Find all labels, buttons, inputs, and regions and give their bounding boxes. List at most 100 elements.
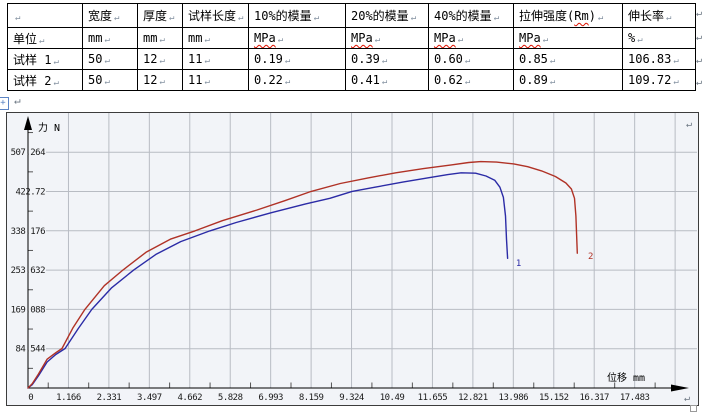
table-cell[interactable]: 12 ↵ [137, 69, 183, 91]
table-cell[interactable]: 0.19 ↵ [248, 48, 346, 70]
force-displacement-chart[interactable]: 1 2 84.544 169.088 253.632 338.176 422.72 507.2… [6, 112, 699, 406]
table-cell[interactable]: 伸长率 ↵ [622, 3, 696, 28]
object-anchor-icon: + [0, 97, 9, 110]
pilcrow-mark: ↵ [53, 56, 59, 67]
table-cell[interactable]: 10%的模量 ↵ [248, 3, 346, 28]
cell-text: MPa [434, 31, 456, 45]
table-cell[interactable]: ↵ [7, 3, 83, 28]
paragraph-mark: ↵ [686, 119, 693, 130]
y-tick-label: 422.72 [15, 187, 45, 197]
pilcrow-mark: ↵ [549, 77, 556, 87]
x-axis-arrow-icon [671, 384, 689, 392]
x-tick-label: 5.828 [218, 393, 243, 403]
table-cell[interactable]: MPa ↵ [248, 27, 346, 49]
cell-text: MPa [351, 31, 373, 45]
table-cell[interactable]: mm ↵ [137, 27, 183, 49]
table-cell[interactable]: 106.83 ↵ [622, 48, 696, 70]
table-cell[interactable]: 0.41 ↵ [345, 69, 429, 91]
cell-text: 0.89 [519, 73, 548, 87]
table-cell[interactable]: mm ↵ [182, 27, 249, 49]
table-cell[interactable]: 0.85 ↵ [513, 48, 623, 70]
pilcrow-mark: ↵ [39, 35, 45, 46]
cell-text: 0.41 [351, 73, 380, 87]
x-tick-label: 16.317 [579, 393, 609, 403]
cell-text: 试样 2 [13, 73, 52, 88]
table-cell[interactable]: 0.60 ↵ [428, 48, 514, 70]
cell-text: 106.83 [628, 52, 672, 66]
table-cell[interactable]: % ↵ [622, 27, 696, 49]
cell-text: 厚度 [143, 9, 168, 23]
table-cell[interactable]: 40%的模量 ↵ [428, 3, 514, 28]
table-cell[interactable]: 0.89 ↵ [513, 69, 623, 91]
table-cell[interactable]: MPa ↵ [513, 27, 623, 49]
cell-text: 0.60 [434, 52, 463, 66]
table-cell[interactable]: 0.22 ↵ [248, 69, 346, 91]
results-table-body: ↵ 宽度 ↵ 厚度 ↵ 试样长度 ↵ 10%的模量 ↵ 20%的模量 ↵ 40%的模量 ↵ 拉伸强度(Rm… [7, 3, 696, 91]
cell-text: 12 [143, 73, 158, 87]
cell-text: 拉伸强度(Rm) [519, 9, 596, 23]
specimen-1-curve [27, 172, 509, 389]
chart-canvas: 1 2 84.544 169.088 253.632 338.176 422.72 507.2… [11, 113, 697, 403]
cell-text: mm [188, 31, 203, 45]
x-tick-label: 9.324 [339, 393, 364, 403]
pilcrow-mark: ↵ [542, 35, 549, 45]
table-cell[interactable]: 单位 ↵ [7, 27, 83, 49]
paragraph-mark: ↵ [696, 55, 702, 66]
cell-text: 50 [88, 52, 103, 66]
table-cell[interactable]: 试样长度 ↵ [182, 3, 249, 28]
table-cell[interactable]: 0.62 ↵ [428, 69, 514, 91]
cell-text: 11 [188, 52, 203, 66]
curve-label-2: 2 [588, 252, 593, 262]
pilcrow-mark: ↵ [549, 56, 556, 66]
table-cell[interactable]: 宽度 ↵ [82, 3, 138, 28]
cell-text: mm [143, 31, 158, 45]
pilcrow-mark: ↵ [381, 56, 388, 66]
pilcrow-mark: ↵ [114, 13, 120, 23]
y-tick-label: 169.088 [11, 305, 46, 315]
pilcrow-mark: ↵ [493, 13, 500, 23]
x-tick-label: 17.483 [620, 393, 650, 403]
pilcrow-mark: ↵ [313, 13, 320, 23]
cell-text: 10%的模量 [254, 9, 312, 23]
x-tick-label: 15.152 [539, 393, 569, 403]
origin-label: 0 [28, 393, 33, 403]
x-tick-label: 2.331 [97, 393, 122, 403]
pilcrow-mark: ↵ [666, 13, 672, 23]
pilcrow-mark: ↵ [159, 77, 165, 87]
table-cell[interactable]: 试样 2 ↵ [7, 69, 83, 91]
pilcrow-mark: ↵ [204, 77, 210, 87]
table-cell[interactable]: 20%的模量 ↵ [345, 3, 429, 28]
y-tick-label: 338.176 [11, 227, 46, 237]
cell-text: 0.22 [254, 73, 283, 87]
table-cell[interactable]: 50 ↵ [82, 48, 138, 70]
table-cell[interactable]: 拉伸强度(Rm) ↵ [513, 3, 623, 28]
table-cell[interactable]: mm ↵ [82, 27, 138, 49]
table-cell[interactable]: 109.72 ↵ [622, 69, 696, 91]
pilcrow-mark: ↵ [464, 77, 471, 87]
table-cell[interactable]: 11 ↵ [182, 69, 249, 91]
resize-handle[interactable] [690, 405, 697, 412]
pilcrow-mark: ↵ [464, 56, 471, 66]
pilcrow-mark: ↵ [284, 77, 291, 87]
table-row: 试样 1 ↵ 50 ↵ 12 ↵ 11 ↵ 0.19 ↵ 0.39 ↵ 0.60 ↵ 0.85 ↵ 106.83… [7, 48, 696, 70]
cell-text: 0.19 [254, 52, 283, 66]
pilcrow-mark: ↵ [238, 13, 244, 23]
x-tick-label: 12.821 [458, 393, 488, 403]
table-cell[interactable]: 50 ↵ [82, 69, 138, 91]
pilcrow-mark: ↵ [104, 77, 110, 87]
x-tick-label: 6.993 [258, 393, 283, 403]
table-cell[interactable]: 12 ↵ [137, 48, 183, 70]
pilcrow-mark: ↵ [15, 12, 21, 23]
cell-text: 40%的模量 [434, 9, 492, 23]
table-cell[interactable]: 11 ↵ [182, 48, 249, 70]
pilcrow-mark: ↵ [53, 77, 59, 88]
cell-text: 11 [188, 73, 203, 87]
paragraph-mark: ↵ [696, 32, 702, 43]
cell-text: 试样 1 [13, 52, 52, 67]
table-cell[interactable]: 0.39 ↵ [345, 48, 429, 70]
table-cell[interactable]: 厚度 ↵ [137, 3, 183, 28]
table-cell[interactable]: 试样 1 ↵ [7, 48, 83, 70]
table-cell[interactable]: MPa ↵ [428, 27, 514, 49]
table-cell[interactable]: MPa ↵ [345, 27, 429, 49]
pilcrow-mark: ↵ [410, 13, 417, 23]
